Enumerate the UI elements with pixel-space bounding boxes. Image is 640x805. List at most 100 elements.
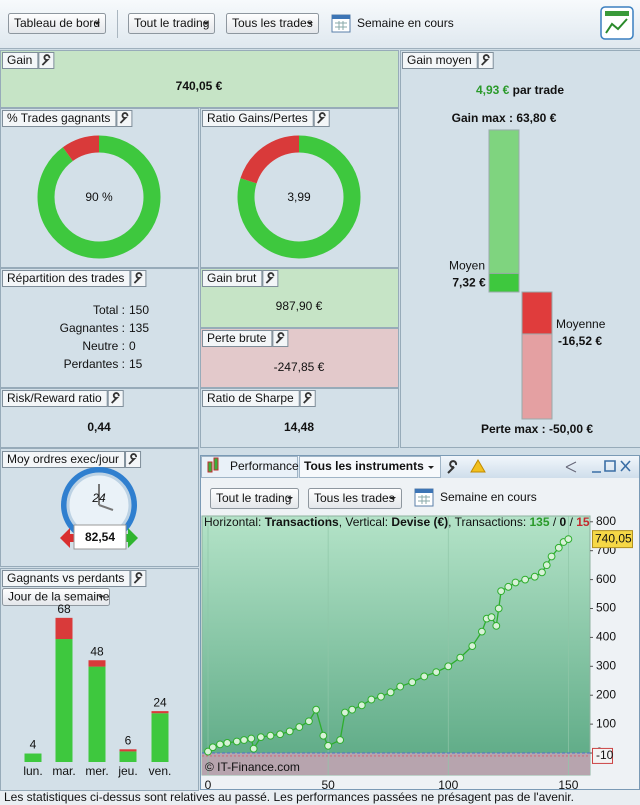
bar-value: 7,32 € [452,276,486,290]
dropdown[interactable]: Tableau de bord [8,13,106,34]
series-point [312,705,321,714]
app-icon[interactable] [600,6,634,40]
series-point [444,662,453,671]
calendar-icon[interactable] [414,488,434,507]
panel [200,108,399,268]
plot-area [201,515,591,776]
panel-title-box [2,110,117,127]
calendar-icon[interactable] [331,14,351,33]
label: 15 [129,357,143,371]
bar-segment [24,753,42,762]
dropdown-box[interactable] [128,13,215,34]
wrench-icon[interactable] [265,272,275,284]
dropdown-box[interactable] [226,13,319,34]
panel-header: Perte brute [202,330,289,347]
bar-segment [151,713,169,762]
series-point [295,723,304,731]
label: 0 [129,339,136,353]
panel-title: Ratio de Sharpe [207,391,294,405]
panel [0,108,199,268]
wrench-icon[interactable] [133,572,143,584]
footer [0,790,640,805]
min-marker-box [592,747,613,764]
wrench-icon[interactable] [317,112,326,124]
panel-title: Répartition des trades [7,271,124,285]
panel-title-box [202,270,263,287]
bar-segment [88,660,106,667]
wrench-icon[interactable] [275,332,285,344]
series-point [432,668,441,676]
dropdown-label: Tableau de bord [14,16,100,30]
tab-instruments[interactable] [299,456,441,478]
calendar-grid [418,495,430,504]
dropdown[interactable]: Tous les trades [226,13,319,34]
series-point [487,613,496,622]
series-point [324,741,333,750]
y-tick-label: 400 [596,630,616,644]
dropdown-box[interactable] [2,588,110,606]
panel [0,268,199,388]
y-tick-label: 500 [596,601,616,615]
dropdown-arrow[interactable] [390,497,396,500]
bar-segment [119,749,137,752]
wrench-icon[interactable] [41,54,51,66]
x-tick-label: lun. [23,764,42,778]
bar-label: Moyenne [556,317,606,331]
x-tick-label: mer. [85,764,108,778]
x-tick-label: mar. [52,764,75,778]
y-tick-label: 600 [596,572,616,586]
dropdown[interactable]: Jour de la semaine [2,588,110,606]
panel-header: Répartition des trades [2,270,147,287]
panel-header: Gain [2,52,55,69]
dropdown-box[interactable] [308,488,402,509]
wrench-icon[interactable] [303,392,312,404]
panel-header: Risk/Reward ratio [2,390,124,407]
wrench-icon[interactable] [128,453,137,465]
series-point [232,737,241,746]
panel-header: Ratio de Sharpe [202,390,316,407]
headline: 4,93 € par trade [476,83,564,97]
toolbar [0,0,640,48]
dropdown-arrow[interactable] [98,595,104,599]
warning-icon[interactable] [470,459,486,473]
series-point [204,747,212,756]
series-point [511,578,520,587]
dropdown-arrow[interactable] [287,497,293,500]
info-part: , Vertical: [339,515,392,529]
dropdown-arrow[interactable] [203,22,209,25]
panel-title-box [202,330,273,347]
series-point [256,733,265,742]
dropdown-box[interactable] [8,13,106,34]
label: 135 [129,321,149,335]
panel-header: % Trades gagnants [2,110,133,127]
series-point [285,727,294,736]
info-part: Devise (€) [391,515,448,529]
info-part: / [550,515,560,529]
wrench-icon[interactable] [111,392,120,404]
dropdown[interactable]: Tout le trading [210,488,299,509]
last-value-label: 740,05 [595,531,632,545]
wrench-icon[interactable] [133,272,143,284]
share-icon[interactable] [565,461,577,473]
x-tick-label: 50 [321,778,335,792]
dropdown[interactable]: Tous les trades [308,488,402,509]
series-point [336,736,345,744]
dropdown-arrow[interactable] [307,22,313,25]
dropdown-arrow[interactable] [94,22,100,25]
window-buttons[interactable] [592,460,631,473]
wrench-icon[interactable] [447,460,458,474]
tab-performance[interactable] [201,456,298,478]
bar-segment [55,617,73,640]
dropdown[interactable]: Tout le trading [128,13,215,34]
chart-info: Horizontal: Transactions, Vertical: Devi… [204,515,590,529]
bar-total: 24 [153,695,167,709]
series-point [494,604,503,613]
wrench-icon[interactable] [119,112,129,124]
bar-segment [55,639,73,762]
wrench-icon[interactable] [481,54,490,66]
dropdown-box[interactable] [210,488,299,509]
series-point [208,743,217,752]
series-point [420,672,429,681]
panel-title: Perte brute [207,331,267,345]
